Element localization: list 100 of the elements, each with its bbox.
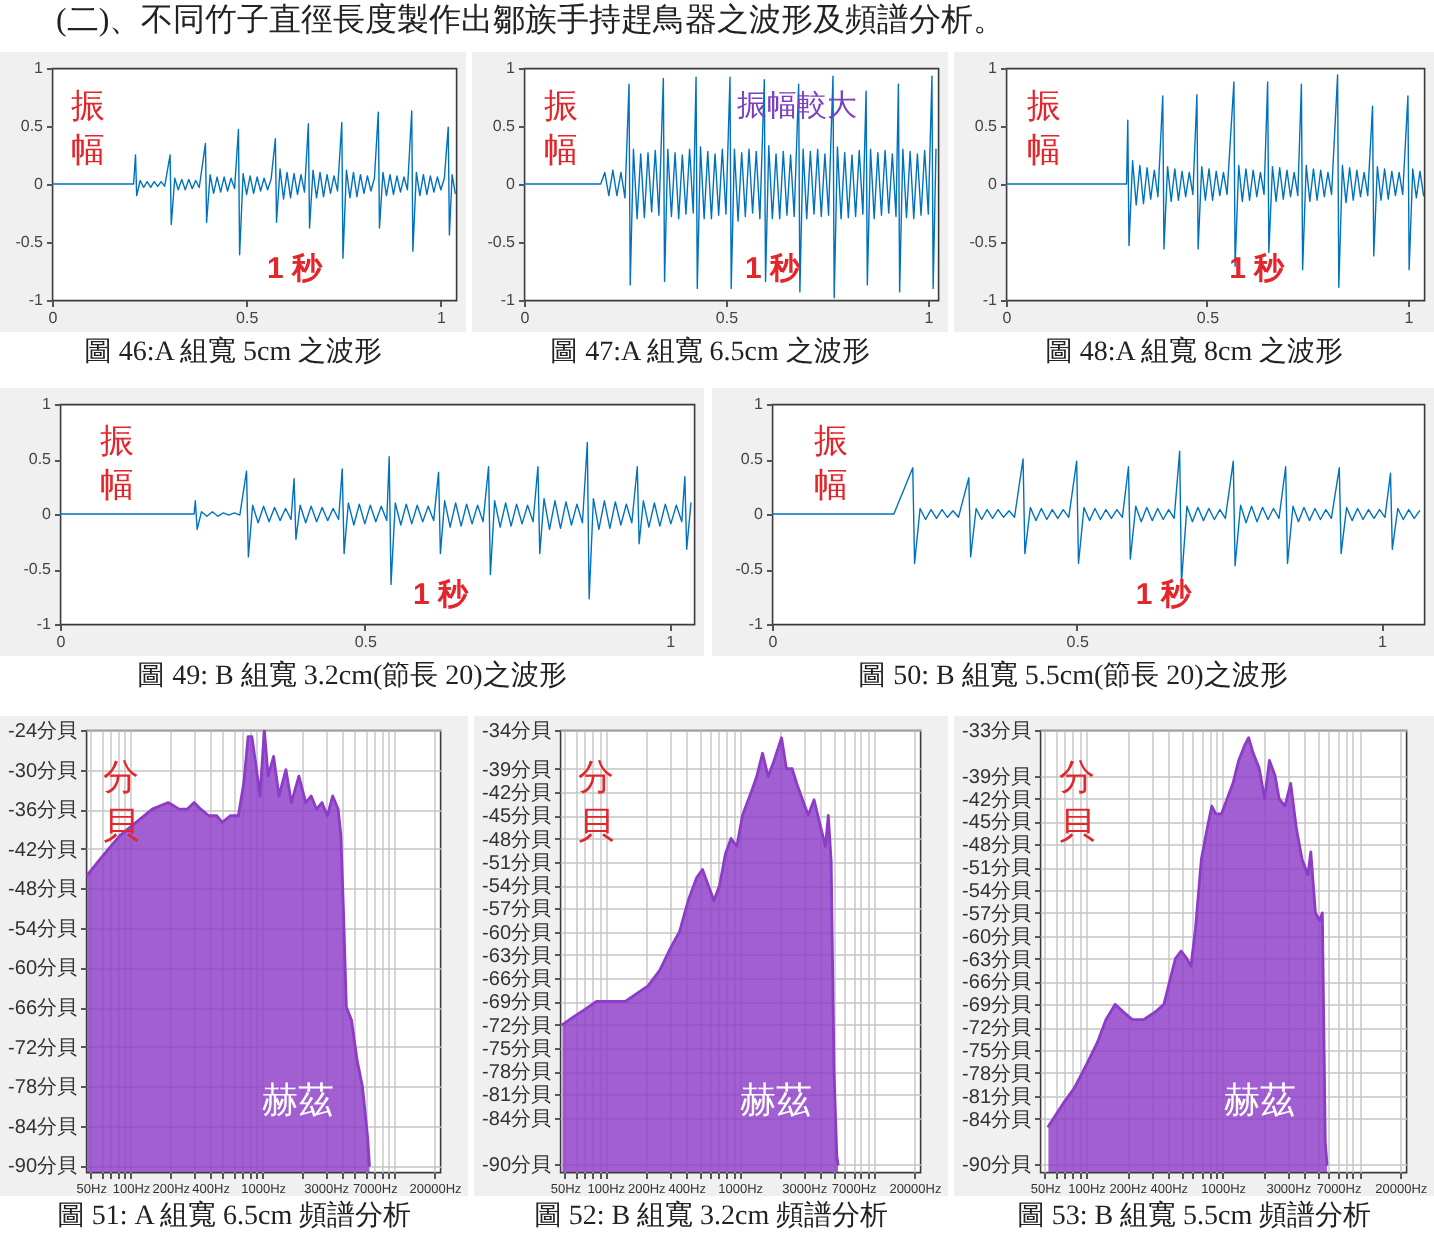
- text: 圖 48:A 組寬 8cm 之波形: [1042, 336, 1346, 370]
- x-tick-label: 0: [768, 633, 779, 651]
- x-axis-title: 赫茲: [262, 1079, 335, 1120]
- y-tick-label: 0.5: [492, 117, 517, 135]
- x-axis-title: 1 秒: [1229, 251, 1287, 286]
- y-axis-title: 分貝: [578, 756, 614, 845]
- y-tick-label: -0.5: [487, 233, 517, 251]
- y-tick-label: -81分貝: [962, 1084, 1031, 1109]
- y-tick-label: 0: [754, 505, 765, 523]
- text: 圖 47:A 組寬 6.5cm 之波形: [548, 336, 872, 370]
- y-tick-label: -51分貝: [962, 856, 1031, 881]
- x-tick-label: 1: [666, 633, 677, 651]
- y-tick-label: -90分貝: [482, 1153, 551, 1178]
- y-tick-label: -57分貝: [482, 897, 551, 922]
- y-tick-label: -0.5: [969, 233, 999, 251]
- text: 圖 51: A 組寬 6.5cm 頻譜分析: [54, 1200, 414, 1234]
- y-tick-label: 0.5: [28, 450, 53, 468]
- y-axis-title: 振幅: [544, 87, 579, 170]
- x-axis-title: 1 秒: [1135, 578, 1193, 612]
- y-tick-label: -75分貝: [962, 1039, 1031, 1064]
- y-tick-label: 1: [34, 59, 45, 77]
- y-tick-label: -33分貝: [962, 719, 1031, 743]
- y-tick-label: -78分貝: [482, 1060, 551, 1085]
- y-tick-label: -57分貝: [962, 901, 1031, 926]
- text: 圖 50: B 組寬 5.5cm(節長 20)之波形: [856, 660, 1290, 694]
- y-tick-label: -34分貝: [482, 719, 551, 743]
- x-tick-label: 1: [1404, 309, 1415, 327]
- x-tick-label: 0.5: [1066, 633, 1090, 651]
- y-tick-label: -72分貝: [962, 1016, 1031, 1041]
- y-tick-label: -66分貝: [482, 967, 551, 992]
- y-axis-title: 振幅: [100, 422, 135, 504]
- x-tick-label: 0.5: [715, 309, 740, 327]
- y-axis-title: 分貝: [103, 756, 140, 845]
- y-tick-label: -54分貝: [962, 879, 1031, 904]
- x-tick-label: 1: [1377, 633, 1388, 651]
- text: 圖 46:A 組寬 5cm 之波形: [81, 336, 385, 370]
- x-tick-label: 0.5: [236, 309, 260, 327]
- x-axis-title: 1 秒: [266, 251, 324, 286]
- x-axis-title: 1 秒: [412, 578, 470, 612]
- y-tick-label: -1: [36, 615, 53, 633]
- y-axis-title: 振幅: [71, 87, 106, 170]
- y-tick-label: -84分貝: [482, 1106, 551, 1131]
- y-tick-label: -84分貝: [8, 1114, 77, 1139]
- y-tick-label: -1: [500, 291, 517, 309]
- y-tick-label: -39分貝: [962, 764, 1031, 789]
- y-tick-label: -39分貝: [482, 757, 551, 782]
- y-tick-label: -42分貝: [962, 787, 1031, 812]
- y-tick-label: 0: [988, 175, 999, 193]
- y-tick-label: -90分貝: [962, 1153, 1031, 1178]
- y-tick-label: -78分貝: [8, 1075, 77, 1100]
- y-tick-label: -36分貝: [8, 798, 77, 823]
- text: (二)、不同竹子直徑長度製作出鄒族手持趕鳥器之波形及頻譜分析。: [56, 2, 1006, 42]
- y-tick-label: -63分貝: [482, 943, 551, 968]
- y-tick-label: 1: [506, 59, 517, 77]
- y-tick-label: -1: [28, 291, 45, 309]
- text: 圖 52: B 組寬 3.2cm 頻譜分析: [531, 1200, 891, 1234]
- y-tick-label: -72分貝: [8, 1035, 77, 1060]
- y-tick-label: 0.5: [740, 450, 765, 468]
- y-tick-label: -0.5: [735, 560, 765, 578]
- y-tick-label: -54分貝: [482, 874, 551, 899]
- y-tick-label: 1: [42, 395, 53, 413]
- y-tick-label: -69分貝: [962, 993, 1031, 1018]
- y-tick-label: -1: [748, 615, 765, 633]
- y-tick-label: -42分貝: [8, 837, 77, 862]
- x-tick-label: 0.5: [354, 633, 379, 651]
- y-tick-label: 0.5: [974, 117, 999, 135]
- line-series: [1006, 74, 1424, 288]
- y-tick-label: -78分貝: [962, 1061, 1031, 1086]
- y-axis-title: 振幅: [1026, 87, 1061, 170]
- y-tick-label: -1: [982, 291, 999, 309]
- y-tick-label: -45分貝: [962, 810, 1031, 835]
- y-tick-label: -66分貝: [962, 970, 1031, 995]
- y-tick-label: -48分貝: [8, 877, 77, 902]
- y-tick-label: -90分貝: [8, 1154, 77, 1179]
- y-tick-label: -54分貝: [8, 916, 77, 941]
- y-tick-label: -48分貝: [482, 827, 551, 852]
- y-tick-label: -0.5: [23, 560, 53, 578]
- y-tick-label: -60分貝: [482, 920, 551, 945]
- y-tick-label: -81分貝: [482, 1083, 551, 1108]
- y-tick-label: 0: [506, 175, 517, 193]
- y-tick-label: -69分貝: [482, 990, 551, 1015]
- x-tick-label: 0.5: [1196, 309, 1221, 327]
- y-tick-label: -45分貝: [482, 804, 551, 829]
- line-series: [524, 75, 937, 299]
- y-axis-title: 分貝: [1058, 756, 1095, 845]
- x-axis-title: 赫茲: [1223, 1079, 1296, 1120]
- y-tick-label: -30分貝: [8, 758, 77, 783]
- y-tick-label: 1: [754, 395, 765, 413]
- y-tick-label: 1: [988, 59, 999, 77]
- y-tick-label: -72分貝: [482, 1013, 551, 1038]
- y-tick-label: -84分貝: [962, 1107, 1031, 1132]
- y-tick-label: -60分貝: [8, 956, 77, 981]
- y-tick-label: -75分貝: [482, 1036, 551, 1061]
- y-tick-label: -42分貝: [482, 781, 551, 806]
- y-tick-label: -63分貝: [962, 947, 1031, 972]
- y-tick-label: -51分貝: [482, 850, 551, 875]
- y-axis-title: 振幅: [813, 422, 848, 504]
- y-tick-label: -0.5: [15, 233, 45, 251]
- text: 圖 53: B 組寬 5.5cm 頻譜分析: [1014, 1200, 1374, 1234]
- x-tick-label: 1: [437, 309, 448, 327]
